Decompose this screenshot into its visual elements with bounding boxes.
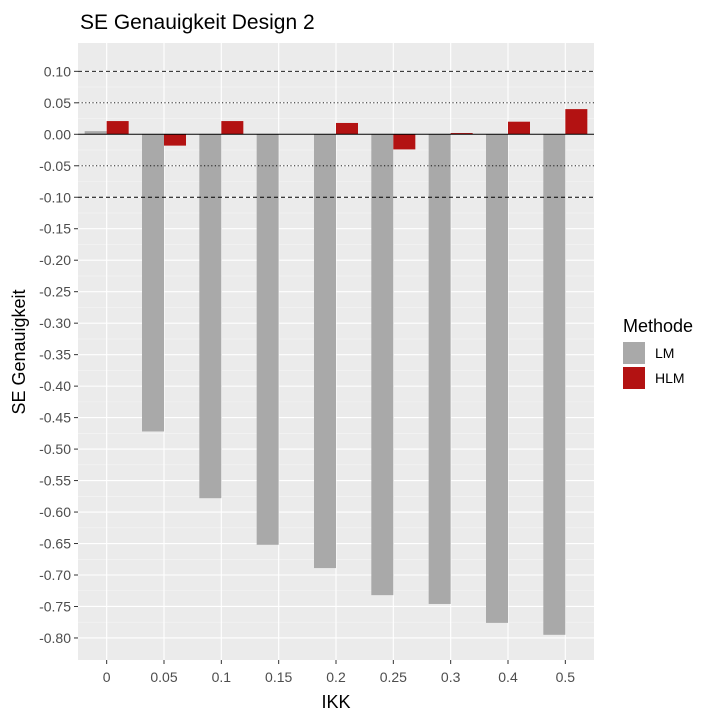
y-tick-label: -0.55 — [39, 473, 71, 489]
bar-lm-0.2 — [314, 134, 336, 569]
bar-hlm-0 — [106, 121, 129, 135]
legend-key-hlm — [623, 367, 645, 389]
x-tick-label: 0.15 — [265, 669, 292, 685]
y-tick-label: -0.60 — [39, 504, 71, 520]
y-tick-label: 0.05 — [44, 95, 71, 111]
bar-hlm-0.05 — [164, 134, 186, 146]
y-tick-label: -0.50 — [39, 441, 71, 457]
y-tick-label: 0.00 — [44, 126, 71, 142]
y-tick-label: -0.10 — [39, 189, 71, 205]
x-tick-label: 0.2 — [326, 669, 346, 685]
x-axis-title: IKK — [321, 692, 350, 712]
x-tick-label: 0.25 — [380, 669, 407, 685]
y-tick-label: -0.45 — [39, 410, 71, 426]
chart-title: SE Genauigkeit Design 2 — [80, 11, 315, 34]
y-tick-label: -0.15 — [39, 221, 71, 237]
x-axis: 0 0.05 0.1 0.15 0.2 0.25 0.3 0.4 0.5 — [103, 660, 576, 685]
bar-hlm-0.4 — [508, 121, 530, 135]
x-tick-label: 0.1 — [212, 669, 232, 685]
y-tick-label: -0.35 — [39, 347, 71, 363]
bar-lm-0.3 — [428, 134, 451, 604]
x-tick-label: 0.05 — [150, 669, 177, 685]
bar-hlm-0.1 — [221, 121, 244, 135]
legend-label-hlm: HLM — [655, 370, 685, 386]
y-tick-label: -0.75 — [39, 598, 71, 614]
reference-lines — [78, 70, 594, 198]
y-tick-label: -0.30 — [39, 315, 71, 331]
x-tick-label: 0.3 — [441, 669, 461, 685]
y-tick-label: -0.20 — [39, 252, 71, 268]
legend-title: Methode — [623, 316, 693, 336]
bars — [84, 109, 588, 635]
bar-hlm-0.25 — [393, 134, 416, 150]
y-tick-label: -0.80 — [39, 630, 71, 646]
y-axis: 0.10 0.05 0.00 -0.05 -0.10 -0.15 -0.20 -0.25 -0.… — [39, 63, 78, 646]
y-tick-label: -0.05 — [39, 158, 71, 174]
legend: Methode LM HLM — [623, 316, 693, 389]
y-axis-title: SE Genauigkeit — [9, 289, 29, 414]
x-tick-label: 0.4 — [498, 669, 518, 685]
bar-hlm-0.5 — [565, 109, 588, 135]
bar-lm-0.15 — [256, 134, 279, 545]
bar-hlm-0.2 — [336, 122, 358, 135]
y-tick-label: -0.25 — [39, 284, 71, 300]
bar-lm-0.25 — [371, 134, 394, 596]
bar-lm-0.5 — [543, 134, 566, 635]
bar-lm-0 — [84, 131, 107, 135]
y-tick-label: -0.40 — [39, 378, 71, 394]
bar-lm-0.4 — [486, 134, 508, 623]
bar-lm-0.05 — [142, 134, 164, 432]
legend-label-lm: LM — [655, 345, 674, 361]
y-tick-label: 0.10 — [44, 63, 71, 79]
y-tick-label: -0.70 — [39, 567, 71, 583]
bar-hlm-0.3 — [450, 133, 473, 135]
x-tick-label: 0 — [103, 669, 111, 685]
x-tick-label: 0.5 — [556, 669, 576, 685]
bar-lm-0.1 — [199, 134, 222, 499]
y-tick-label: -0.65 — [39, 536, 71, 552]
legend-key-lm — [623, 342, 645, 364]
